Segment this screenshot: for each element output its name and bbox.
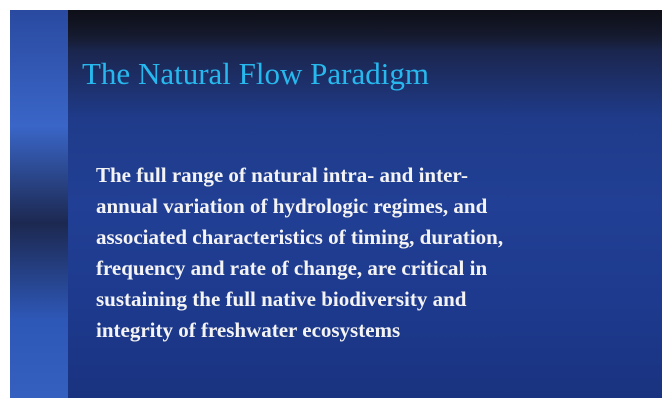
side-strip [10, 10, 68, 398]
slide-body: The full range of natural intra- and int… [96, 160, 503, 346]
top-band [68, 10, 662, 50]
body-line: The full range of natural intra- and int… [96, 163, 468, 187]
slide: The Natural Flow Paradigm The full range… [10, 10, 662, 398]
slide-title: The Natural Flow Paradigm [82, 56, 429, 91]
body-line: associated characteristics of timing, du… [96, 225, 504, 249]
body-line: annual variation of hydrologic regimes, … [96, 194, 488, 218]
body-line: sustaining the full native biodiversity … [96, 287, 467, 311]
body-line: frequency and rate of change, are critic… [96, 256, 488, 280]
body-line: integrity of freshwater ecosystems [96, 318, 401, 342]
